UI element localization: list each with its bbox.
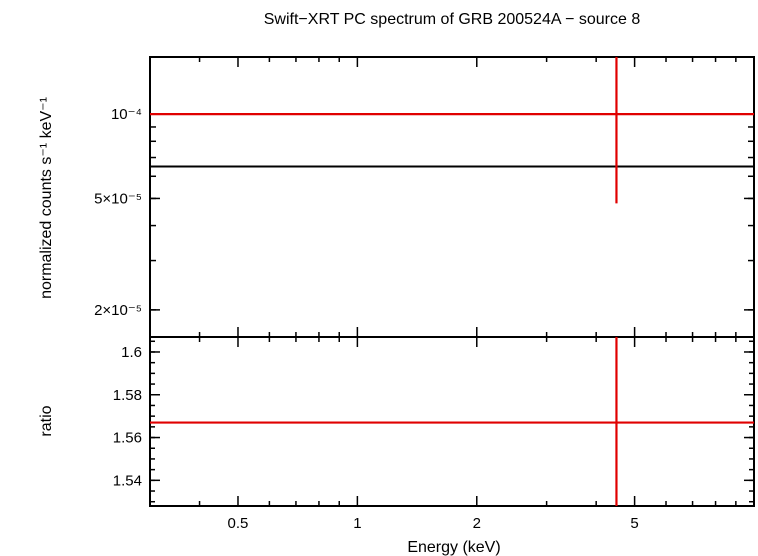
plot-layer: 0.5 1 2 5 10⁻⁴ 5×10⁻⁵ 2×10⁻⁵ 1.54 1.56 1.58 1.6 [94,56,755,532]
ratio-panel-ylabel: ratio [38,405,55,436]
y-tick-label: 1.56 [113,430,142,447]
x-tick-label: 2 [473,515,481,532]
y-tick-label: 2×10⁻⁵ [94,302,142,319]
x-tick-label: 1 [353,515,361,532]
x-tick-label: 0.5 [228,515,249,532]
y-tick-label: 10⁻⁴ [111,106,142,123]
y-tick-label: 1.58 [113,387,142,404]
chart-title: Swift−XRT PC spectrum of GRB 200524A − s… [264,11,641,28]
y-tick-label: 5×10⁻⁵ [94,190,142,207]
x-tick-label: 5 [630,515,638,532]
spectrum-panel-frame [149,56,755,338]
y-tick-label: 1.6 [121,344,142,361]
top-panel-ylabel: normalized counts s⁻¹ keV⁻¹ [38,97,55,299]
x-axis-label: Energy (keV) [407,539,500,556]
y-tick-label: 1.54 [113,472,142,489]
